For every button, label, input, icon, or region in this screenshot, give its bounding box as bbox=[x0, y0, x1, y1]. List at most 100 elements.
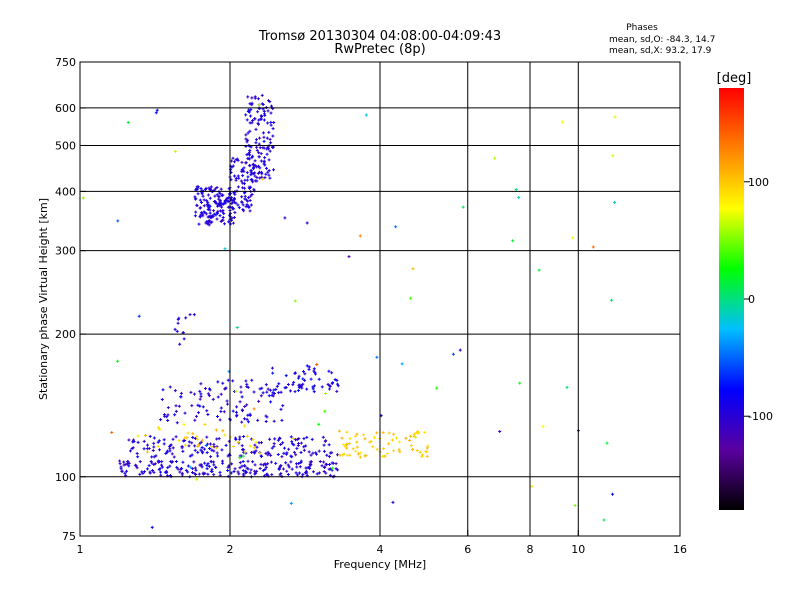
scatter-point bbox=[181, 439, 185, 443]
scatter-point bbox=[240, 200, 244, 204]
scatter-point bbox=[206, 193, 210, 197]
scatter-point bbox=[234, 201, 238, 205]
scatter-point bbox=[296, 376, 300, 380]
scatter-point bbox=[613, 200, 617, 204]
scatter-point bbox=[249, 203, 253, 207]
scatter-point bbox=[193, 197, 197, 201]
scatter-point bbox=[282, 451, 286, 455]
scatter-point bbox=[253, 117, 257, 121]
scatter-point bbox=[294, 371, 298, 375]
scatter-point bbox=[284, 385, 288, 389]
scatter-point bbox=[302, 370, 306, 374]
scatter-point bbox=[278, 473, 282, 477]
scatter-point bbox=[424, 450, 428, 454]
scatter-point bbox=[244, 470, 248, 474]
scatter-point bbox=[310, 437, 314, 441]
scatter-point bbox=[323, 465, 327, 469]
scatter-point bbox=[171, 446, 175, 450]
scatter-point bbox=[166, 413, 170, 417]
scatter-point bbox=[411, 267, 415, 271]
scatter-point bbox=[262, 159, 266, 163]
scatter-point bbox=[181, 460, 185, 464]
scatter-point bbox=[211, 397, 215, 401]
scatter-point bbox=[150, 525, 154, 529]
scatter-point bbox=[249, 114, 253, 118]
scatter-point bbox=[259, 441, 263, 445]
scatter-point bbox=[204, 444, 208, 448]
scatter-point bbox=[237, 176, 241, 180]
scatter-point bbox=[205, 451, 209, 455]
scatter-point bbox=[258, 466, 262, 470]
scatter-point bbox=[321, 435, 325, 439]
scatter-point bbox=[409, 296, 413, 300]
scatter-point bbox=[191, 467, 195, 471]
scatter-point bbox=[280, 418, 284, 422]
scatter-point bbox=[127, 438, 131, 442]
scatter-point bbox=[203, 447, 207, 451]
scatter-point bbox=[232, 174, 236, 178]
scatter-point bbox=[226, 402, 230, 406]
scatter-point bbox=[119, 467, 123, 471]
scatter-point bbox=[254, 127, 258, 131]
y-tick-label: 750 bbox=[55, 56, 76, 69]
scatter-point bbox=[183, 443, 187, 447]
scatter-point bbox=[173, 413, 177, 417]
scatter-point bbox=[145, 443, 149, 447]
scatter-point bbox=[157, 439, 161, 443]
scatter-point bbox=[335, 378, 339, 382]
scatter-point bbox=[248, 209, 252, 213]
scatter-point bbox=[226, 378, 230, 382]
scatter-point bbox=[143, 433, 147, 437]
scatter-point bbox=[282, 446, 286, 450]
scatter-point bbox=[142, 447, 146, 451]
scatter-point bbox=[197, 222, 201, 226]
scatter-point bbox=[340, 453, 344, 457]
scatter-point bbox=[336, 384, 340, 388]
scatter-point bbox=[129, 449, 133, 453]
scatter-point bbox=[216, 380, 220, 384]
scatter-point bbox=[411, 448, 415, 452]
scatter-point bbox=[289, 454, 293, 458]
scatter-point bbox=[345, 430, 349, 434]
scatter-point bbox=[272, 121, 276, 125]
scatter-point bbox=[254, 440, 258, 444]
scatter-point bbox=[193, 466, 197, 470]
scatter-point bbox=[511, 239, 515, 243]
scatter-point bbox=[325, 453, 329, 457]
scatter-point bbox=[355, 445, 359, 449]
scatter-point bbox=[314, 452, 318, 456]
scatter-point bbox=[369, 439, 373, 443]
scatter-point bbox=[381, 431, 385, 435]
scatter-point bbox=[250, 96, 254, 100]
scatter-point bbox=[204, 186, 208, 190]
scatter-point bbox=[195, 203, 199, 207]
scatter-point bbox=[327, 384, 331, 388]
scatter-point bbox=[177, 404, 181, 408]
scatter-point bbox=[248, 129, 252, 133]
scatter-point bbox=[290, 440, 294, 444]
scatter-point bbox=[426, 444, 430, 448]
scatter-point bbox=[210, 445, 214, 449]
scatter-point bbox=[362, 433, 366, 437]
scatter-point bbox=[278, 465, 282, 469]
scatter-point bbox=[190, 441, 194, 445]
scatter-point bbox=[160, 465, 164, 469]
scatter-point bbox=[602, 518, 606, 522]
scatter-point bbox=[251, 460, 255, 464]
scatter-point bbox=[225, 399, 229, 403]
scatter-point bbox=[242, 448, 246, 452]
scatter-point bbox=[258, 387, 262, 391]
scatter-point bbox=[289, 460, 293, 464]
scatter-point bbox=[178, 470, 182, 474]
scatter-point bbox=[327, 443, 331, 447]
scatter-point bbox=[215, 451, 219, 455]
scatter-point bbox=[240, 464, 244, 468]
scatter-point bbox=[252, 172, 256, 176]
scatter-point bbox=[207, 206, 211, 210]
scatter-point bbox=[276, 438, 280, 442]
scatter-point bbox=[224, 201, 228, 205]
scatter-point bbox=[206, 392, 210, 396]
scatter-point bbox=[190, 404, 194, 408]
scatter-point bbox=[249, 437, 253, 441]
scatter-point bbox=[246, 199, 250, 203]
